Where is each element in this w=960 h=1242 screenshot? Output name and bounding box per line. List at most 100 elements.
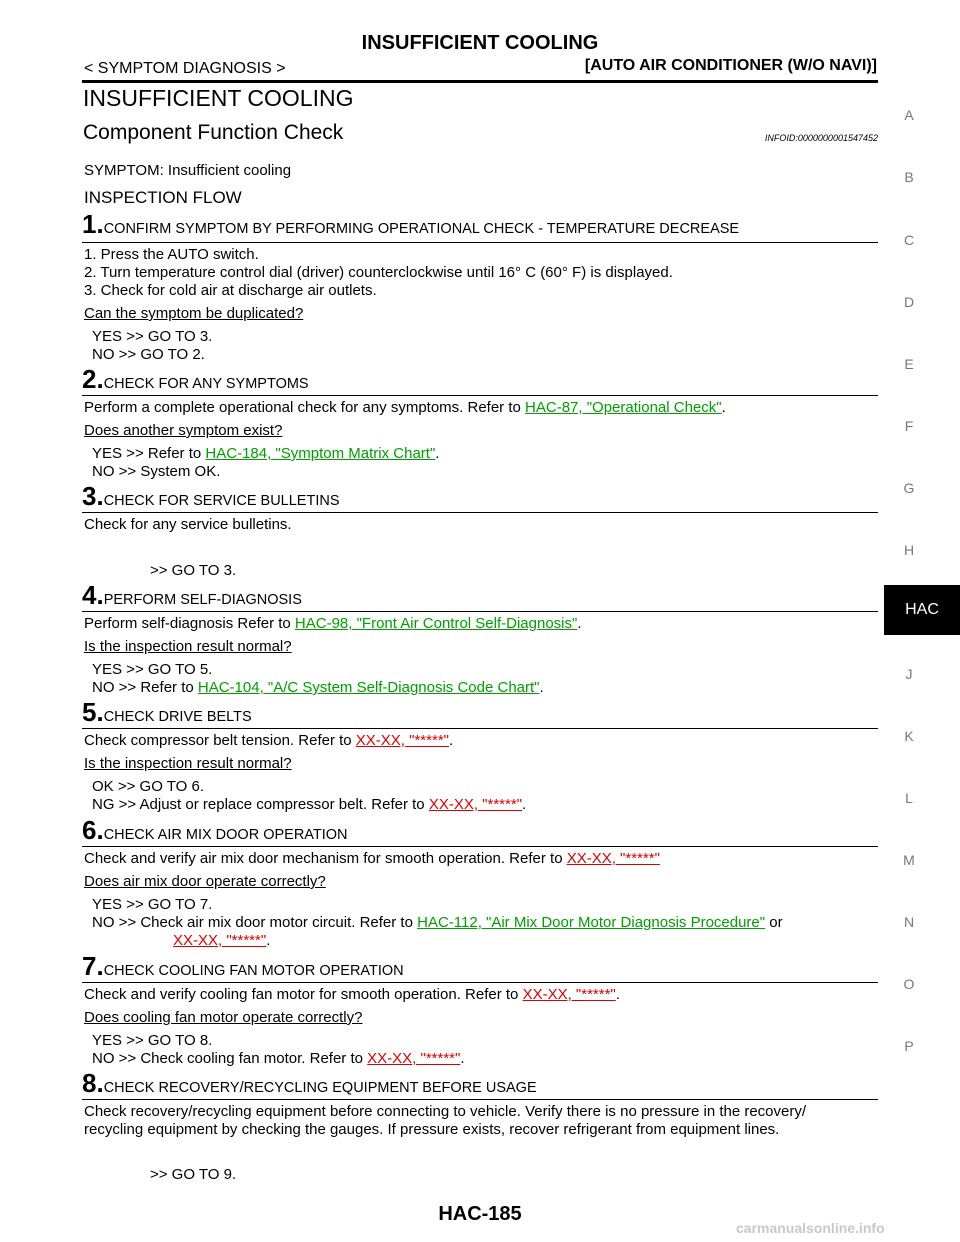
answer-text: NO >> Check cooling fan motor. Refer to — [92, 1050, 368, 1067]
ref-link[interactable]: XX-XX, "*****" — [522, 986, 616, 1003]
breadcrumb: < SYMPTOM DIAGNOSIS > — [84, 60, 286, 77]
answer-no: NO >> Check air mix door motor circuit. … — [92, 914, 783, 931]
step-number: 1. — [82, 209, 104, 239]
answer-yes: YES >> GO TO 3. — [92, 328, 213, 345]
step-title: CHECK COOLING FAN MOTOR OPERATION — [103, 963, 404, 979]
step-text: Check and verify cooling fan motor for s… — [84, 986, 620, 1003]
step-text: Check compressor belt tension. Refer to … — [84, 732, 453, 749]
step-text-line: Check recovery/recycling equipment befor… — [84, 1103, 807, 1120]
step-text-end: . — [615, 986, 620, 1003]
answer-end: or — [765, 914, 783, 931]
answer-yes: YES >> GO TO 7. — [92, 896, 213, 913]
step-question: Is the inspection result normal? — [84, 755, 292, 772]
answer-no-continued: XX-XX, "*****". — [173, 932, 270, 949]
step-8-heading: 8.CHECK RECOVERY/RECYCLING EQUIPMENT BEF… — [82, 1068, 537, 1099]
answer-end: . — [522, 796, 527, 813]
step-text-body: Check compressor belt tension. Refer to — [84, 732, 356, 749]
answer-no: NO >> Refer to HAC-104, "A/C System Self… — [92, 679, 544, 696]
step-number: 5. — [82, 697, 104, 727]
answer-text: NO >> Check air mix door motor circuit. … — [92, 914, 418, 931]
step-number: 4. — [82, 580, 104, 610]
step-line: 2. Turn temperature control dial (driver… — [84, 264, 673, 281]
ref-link[interactable]: HAC-87, "Operational Check" — [525, 399, 722, 416]
section-subtitle: Component Function Check — [83, 121, 344, 144]
ref-link[interactable]: HAC-98, "Front Air Control Self-Diagnosi… — [294, 615, 578, 632]
step-title: CHECK DRIVE BELTS — [103, 709, 252, 725]
step-number: 6. — [82, 815, 104, 845]
watermark: carmanualsonline.info — [736, 1220, 885, 1236]
index-letter[interactable]: D — [903, 294, 915, 310]
ref-link[interactable]: XX-XX, "*****" — [566, 850, 660, 867]
index-letter[interactable]: G — [903, 480, 915, 496]
index-letter[interactable]: A — [904, 107, 914, 123]
step-question: Does another symptom exist? — [84, 422, 283, 439]
step-number: 3. — [82, 481, 104, 511]
index-letter[interactable]: M — [903, 852, 915, 868]
ref-link[interactable]: HAC-184, "Symptom Matrix Chart" — [205, 445, 436, 462]
step-title: CHECK FOR SERVICE BULLETINS — [103, 493, 340, 509]
step-divider — [82, 1099, 878, 1100]
step-text-body: Perform self-diagnosis Refer to — [84, 615, 295, 632]
step-7-heading: 7.CHECK COOLING FAN MOTOR OPERATION — [82, 951, 404, 982]
step-divider — [82, 846, 878, 847]
ref-link[interactable]: HAC-112, "Air Mix Door Motor Diagnosis P… — [417, 914, 766, 931]
answer-end: . — [460, 1050, 465, 1067]
ref-link[interactable]: XX-XX, "*****" — [355, 732, 449, 749]
step-text-end: . — [721, 399, 726, 416]
answer-no: NO >> Check cooling fan motor. Refer to … — [92, 1050, 465, 1067]
step-text: Perform self-diagnosis Refer to HAC-98, … — [84, 615, 582, 632]
info-id: INFOID:0000000001547452 — [764, 133, 878, 143]
inspection-flow-heading: INSPECTION FLOW — [84, 188, 242, 207]
answer-no: NO >> System OK. — [92, 463, 221, 480]
step-text: Perform a complete operational check for… — [84, 399, 726, 416]
step-title: PERFORM SELF-DIAGNOSIS — [103, 592, 302, 608]
ref-link[interactable]: XX-XX, "*****" — [428, 796, 523, 813]
page-number: HAC-185 — [438, 1203, 522, 1225]
step-question: Can the symptom be duplicated? — [84, 305, 304, 322]
step-1-heading: 1.CONFIRM SYMPTOM BY PERFORMING OPERATIO… — [82, 209, 739, 240]
step-divider — [82, 728, 878, 729]
symptom-text: SYMPTOM: Insufficient cooling — [84, 162, 292, 179]
index-letter[interactable]: N — [903, 914, 915, 930]
index-letter[interactable]: C — [903, 232, 915, 248]
answer-end: . — [435, 445, 440, 462]
index-letter[interactable]: O — [903, 976, 915, 992]
step-4-heading: 4.PERFORM SELF-DIAGNOSIS — [82, 580, 302, 611]
ref-link[interactable]: HAC-104, "A/C System Self-Diagnosis Code… — [197, 679, 540, 696]
index-letter[interactable]: B — [904, 169, 914, 185]
index-tab-active[interactable]: HAC — [884, 585, 960, 635]
running-title: INSUFFICIENT COOLING — [361, 32, 599, 54]
ref-link[interactable]: XX-XX, "*****" — [173, 932, 267, 949]
answer-end: . — [539, 679, 544, 696]
step-question: Is the inspection result normal? — [84, 638, 292, 655]
step-text-body: Check and verify cooling fan motor for s… — [84, 986, 523, 1003]
step-title: CHECK FOR ANY SYMPTOMS — [103, 376, 309, 392]
step-3-heading: 3.CHECK FOR SERVICE BULLETINS — [82, 481, 340, 512]
step-text-end: . — [448, 732, 454, 749]
step-title: CONFIRM SYMPTOM BY PERFORMING OPERATIONA… — [103, 221, 740, 237]
step-number: 2. — [82, 364, 104, 394]
step-divider — [82, 395, 878, 396]
step-title: CHECK RECOVERY/RECYCLING EQUIPMENT BEFOR… — [103, 1080, 537, 1096]
answer-yes: YES >> GO TO 8. — [92, 1032, 213, 1049]
index-letter[interactable]: P — [904, 1038, 914, 1054]
header-divider — [82, 80, 878, 83]
index-letter[interactable]: E — [904, 356, 914, 372]
step-divider — [82, 982, 878, 983]
index-letter[interactable]: F — [904, 418, 914, 434]
page-title: INSUFFICIENT COOLING — [83, 85, 354, 111]
index-letter[interactable]: H — [903, 542, 915, 558]
answer-ng: NG >> Adjust or replace compressor belt.… — [92, 796, 526, 813]
step-text-body: Perform a complete operational check for… — [84, 399, 526, 416]
answer-text: YES >> Refer to — [92, 445, 206, 462]
ref-link[interactable]: XX-XX, "*****" — [367, 1050, 461, 1067]
step-2-heading: 2.CHECK FOR ANY SYMPTOMS — [82, 364, 309, 395]
index-letter[interactable]: K — [904, 728, 914, 744]
answer-text: NG >> Adjust or replace compressor belt.… — [92, 796, 429, 813]
goto-text: >> GO TO 9. — [150, 1166, 237, 1183]
step-divider — [82, 611, 878, 612]
index-letter[interactable]: J — [905, 666, 913, 682]
step-question: Does cooling fan motor operate correctly… — [84, 1009, 363, 1026]
goto-text: >> GO TO 3. — [150, 562, 237, 579]
index-letter[interactable]: L — [905, 790, 913, 806]
